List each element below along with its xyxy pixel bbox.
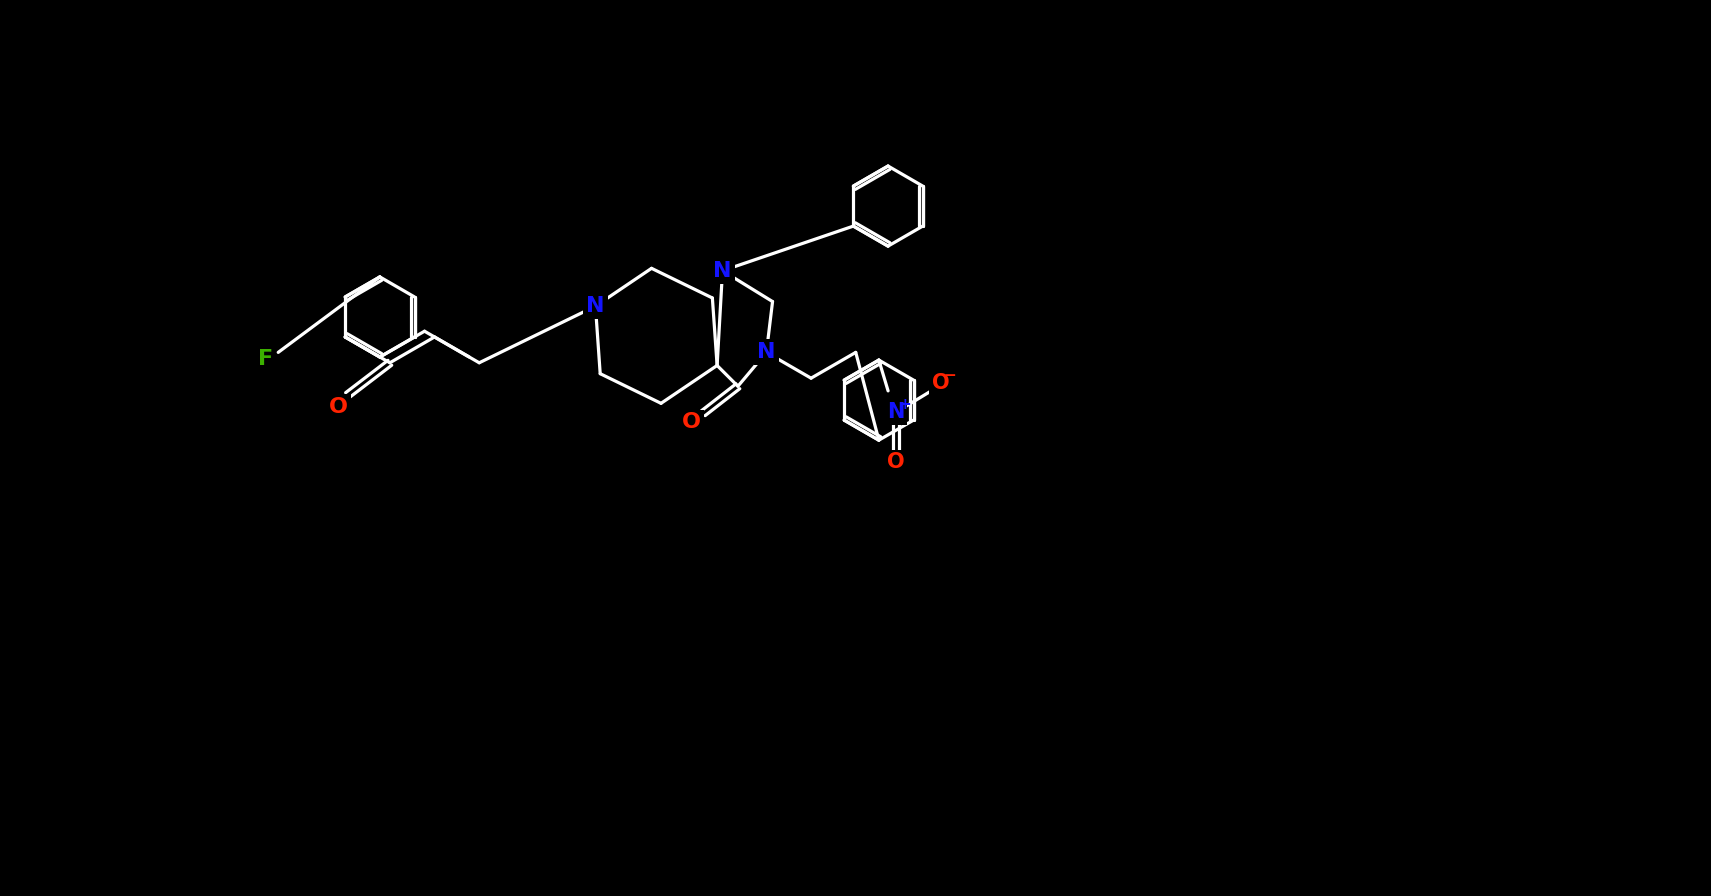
- Text: O: O: [683, 412, 702, 433]
- Text: O: O: [931, 373, 950, 393]
- Text: +: +: [898, 397, 912, 412]
- Text: N: N: [713, 261, 732, 280]
- Text: F: F: [258, 349, 274, 368]
- Text: O: O: [329, 397, 347, 417]
- Text: N: N: [886, 402, 905, 422]
- Text: N: N: [587, 297, 604, 316]
- Text: −: −: [943, 368, 956, 383]
- Text: N: N: [758, 342, 775, 362]
- Text: O: O: [886, 452, 905, 472]
